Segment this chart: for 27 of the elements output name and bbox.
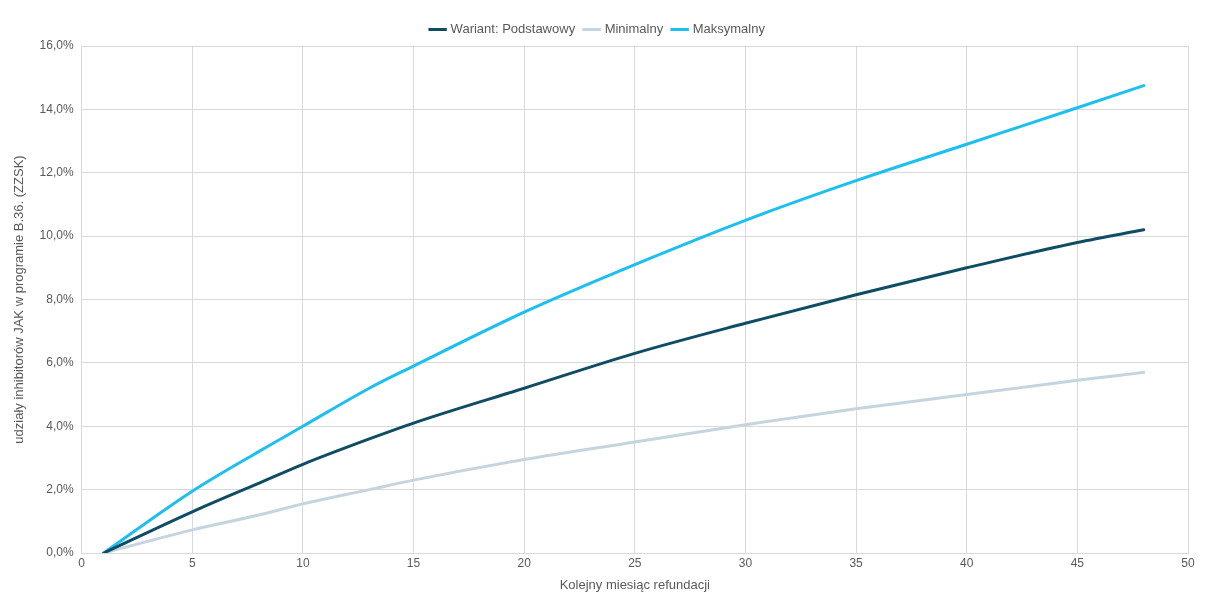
x-axis-title: Kolejny miesiąc refundacji: [559, 576, 711, 592]
y-tick-label: 0,0%: [46, 545, 74, 560]
x-tick-label: 35: [849, 555, 864, 570]
legend-label: Maksymalny: [692, 21, 766, 37]
legend-label: Wariant: Podstawowy: [450, 21, 576, 37]
x-tick-label: 30: [738, 555, 753, 570]
x-tick-label: 20: [517, 555, 532, 570]
x-tick-label: 25: [628, 555, 642, 570]
y-tick-label: 6,0%: [46, 355, 74, 370]
line-series: [102, 84, 1146, 553]
y-tick-label: 8,0%: [46, 291, 74, 306]
x-tick-label: 40: [960, 555, 974, 570]
y-tick-label: 12,0%: [39, 165, 74, 180]
x-tick-label: 15: [406, 555, 421, 570]
y-tick-label: 14,0%: [39, 101, 74, 116]
y-tick-label: 10,0%: [39, 228, 74, 243]
x-tick-label: 10: [296, 555, 310, 570]
x-tick-label: 0: [78, 555, 86, 570]
y-tick-label: 16,0%: [39, 38, 74, 53]
legend-label: Minimalny: [604, 21, 664, 37]
y-tick-label: 2,0%: [46, 481, 74, 496]
x-tick-label: 50: [1181, 555, 1195, 570]
x-tick-label: 45: [1070, 555, 1085, 570]
y-axis-title: udziały inhibitorów JAK w programie B.36. (ZZSK): [11, 155, 27, 444]
line-series: [102, 228, 1146, 553]
y-tick-label: 4,0%: [46, 418, 74, 433]
x-tick-label: 5: [188, 555, 196, 570]
